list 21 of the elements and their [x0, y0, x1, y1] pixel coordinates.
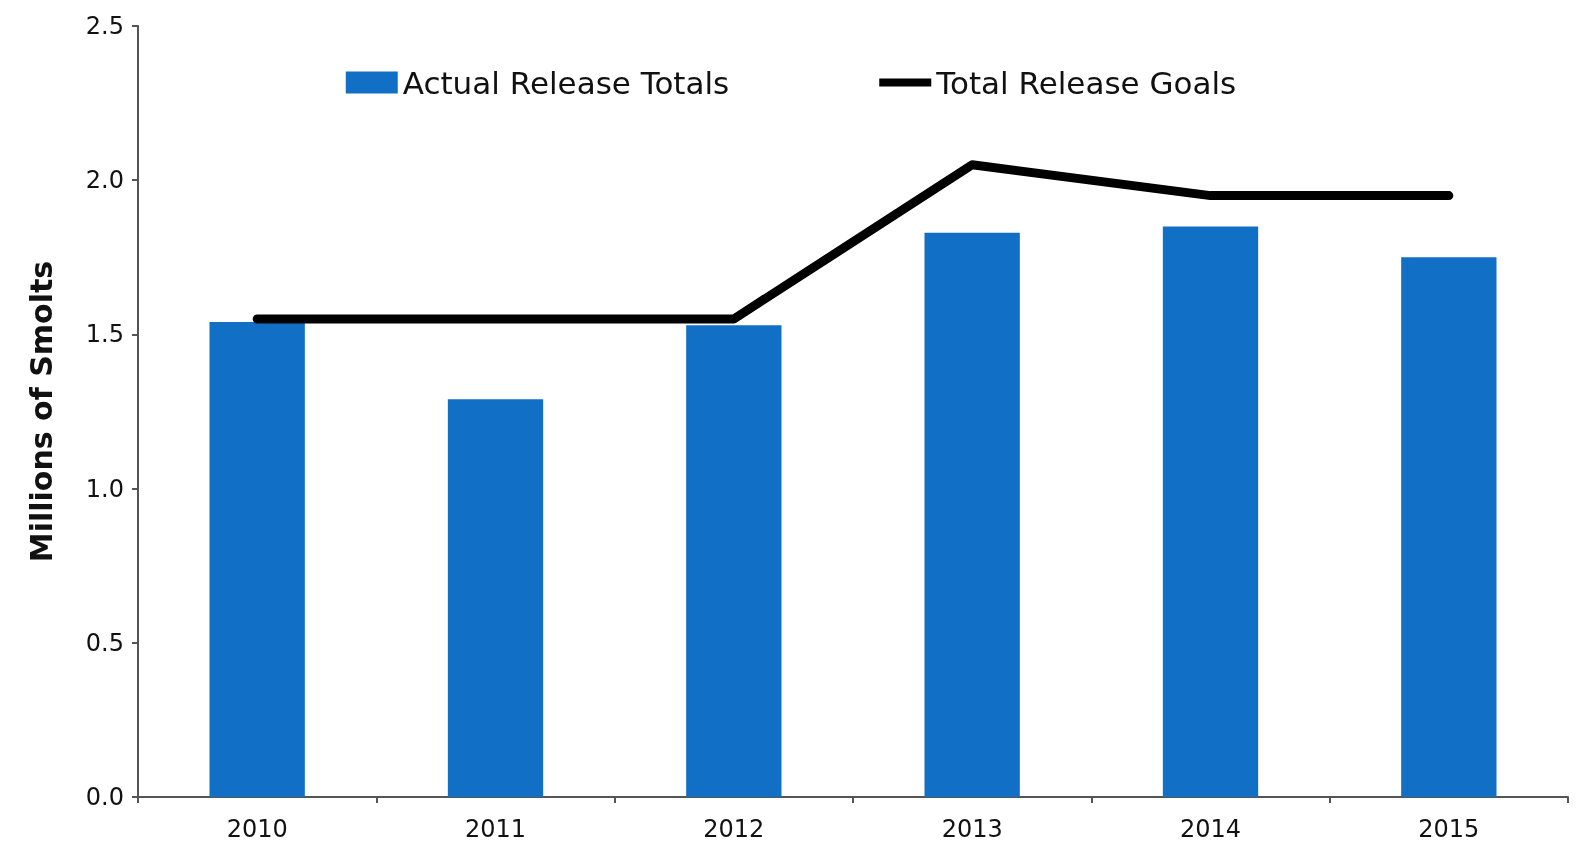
bar — [1401, 257, 1497, 797]
x-tick-label: 2014 — [1179, 815, 1242, 843]
legend-label: Total Release Goals — [935, 64, 1237, 101]
y-tick-label: 1.5 — [85, 320, 124, 349]
y-tick-label: 1.0 — [85, 474, 124, 503]
bar — [1162, 226, 1259, 797]
x-tick-label: 2013 — [941, 815, 1003, 843]
y-tick-label: 2.0 — [85, 166, 124, 195]
y-axis-title: Millions of Smolts — [23, 260, 59, 563]
bar — [686, 325, 782, 797]
y-tick-label: 2.5 — [85, 12, 124, 40]
bar — [447, 399, 544, 797]
bar — [209, 322, 305, 797]
bar — [924, 232, 1020, 797]
y-tick-label: 0.0 — [85, 783, 124, 811]
x-tick-label: 2015 — [1418, 815, 1480, 843]
y-tick-label: 0.5 — [85, 628, 124, 657]
x-tick-label: 2012 — [703, 815, 765, 843]
legend-label: Actual Release Totals — [402, 64, 730, 101]
x-tick-label: 2011 — [464, 815, 527, 843]
x-tick-label: 2010 — [226, 815, 288, 843]
